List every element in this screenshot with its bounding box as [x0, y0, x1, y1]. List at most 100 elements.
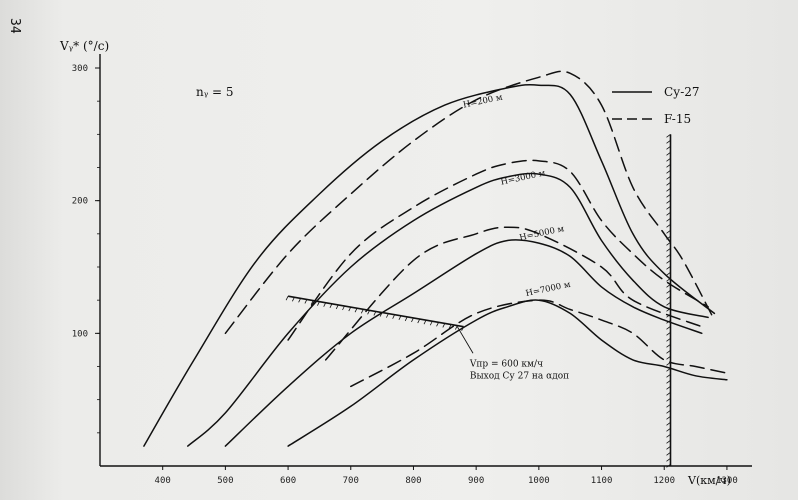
vertical-hatch	[666, 284, 671, 288]
vertical-hatch	[666, 350, 671, 354]
boundary-hatch	[317, 301, 320, 306]
x-tick-label: 1200	[653, 476, 675, 486]
legend-label-0: Су-27	[664, 85, 700, 99]
vertical-hatch	[666, 230, 671, 234]
boundary-hatch	[373, 311, 377, 316]
vertical-hatch	[666, 206, 671, 210]
vertical-hatch	[666, 134, 671, 138]
vertical-hatch	[666, 464, 671, 468]
annotation-text-line: Vпр = 600 км/ч	[469, 360, 543, 370]
series-line-su27-4	[224, 239, 703, 447]
vertical-hatch	[666, 338, 671, 342]
vertical-hatch	[666, 188, 671, 192]
vertical-hatch	[666, 266, 671, 270]
x-tick-label: 700	[343, 476, 359, 486]
vertical-hatch	[666, 368, 671, 372]
boundary-hatch	[423, 319, 427, 325]
y-tick-label: 100	[72, 329, 88, 339]
vertical-hatch	[666, 398, 671, 402]
curve-label-0: H=200 м	[462, 93, 504, 111]
vertical-hatch	[666, 248, 671, 252]
boundary-hatch	[335, 304, 339, 310]
vertical-hatch	[666, 182, 671, 186]
vertical-hatch	[666, 194, 671, 198]
boundary-hatch	[404, 316, 408, 322]
vertical-hatch	[666, 146, 671, 150]
boundary-hatch	[329, 303, 333, 308]
y-axis-label: Vᵧ* (°/c)	[59, 39, 109, 53]
vertical-hatch	[666, 200, 671, 204]
x-tick-label: 400	[155, 476, 171, 486]
vertical-hatch	[666, 308, 671, 312]
annotation-text-line: Выход Су 27 на αдоп	[470, 372, 569, 382]
vertical-hatch	[666, 458, 671, 462]
boundary-hatch	[454, 325, 458, 330]
axes	[99, 54, 752, 467]
legend: Су-27 F-15	[612, 85, 700, 126]
vertical-hatch	[666, 218, 671, 222]
vertical-hatch	[666, 140, 671, 144]
boundary-hatch	[367, 310, 370, 315]
series-line-su27-6	[287, 299, 728, 447]
vertical-hatch	[666, 446, 671, 450]
x-tick-label: 1000	[528, 476, 550, 486]
vertical-hatch	[666, 290, 671, 294]
boundary-hatch	[304, 299, 308, 304]
vertical-hatch	[666, 332, 671, 336]
x-tick-label: 1300	[716, 476, 738, 486]
vertical-hatch	[666, 416, 671, 420]
curve-label-1: H=3000 м	[500, 168, 547, 187]
boundary-hatch	[379, 312, 383, 317]
series-line-f15-7	[350, 299, 728, 388]
vertical-hatch	[666, 326, 671, 330]
boundary-hatch	[392, 314, 396, 319]
boundary-hatch	[342, 305, 345, 311]
vertical-hatch	[666, 224, 671, 228]
vertical-hatch	[666, 158, 671, 162]
boundary-hatch	[429, 321, 433, 326]
series-line-su27-0	[143, 83, 716, 447]
vertical-hatch	[666, 164, 671, 168]
boundary-hatch	[442, 323, 446, 328]
vertical-hatch	[666, 278, 671, 282]
x-tick-label: 600	[280, 476, 296, 486]
vertical-hatch	[666, 356, 671, 360]
boundary-hatch	[398, 315, 402, 320]
boundary-hatch	[291, 297, 295, 302]
x-tick-label: 500	[217, 476, 233, 486]
overlays	[285, 134, 672, 468]
vertical-hatch	[666, 422, 671, 426]
vertical-hatch	[666, 302, 671, 306]
vertical-hatch	[666, 392, 671, 396]
vertical-hatch	[666, 410, 671, 414]
vertical-hatch	[666, 314, 671, 318]
boundary-hatch	[285, 296, 289, 301]
vertical-hatch	[666, 434, 671, 438]
boundary-hatch	[348, 306, 352, 312]
series-line-f15-5	[324, 226, 703, 361]
vertical-hatch	[666, 374, 671, 378]
boundary-hatch	[310, 300, 314, 305]
vertical-hatch	[666, 242, 671, 246]
boundary-hatch	[417, 318, 421, 324]
x-tick-label: 800	[405, 476, 421, 486]
series-line-f15-1	[224, 70, 716, 335]
series-line-f15-3	[287, 159, 709, 341]
vertical-hatch	[666, 362, 671, 366]
y-tick-label: 300	[72, 64, 88, 74]
boundary-hatch	[323, 302, 327, 307]
x-tick-label: 1100	[591, 476, 613, 486]
y-tick-label: 200	[72, 197, 88, 207]
boundary-hatch	[436, 322, 439, 327]
ny-annotation: nᵧ = 5	[196, 85, 234, 99]
vertical-hatch	[666, 152, 671, 156]
vertical-hatch	[666, 428, 671, 432]
curve-label-2: H=5000 м	[519, 224, 566, 243]
series-line-su27-2	[187, 172, 709, 447]
vertical-hatch	[666, 440, 671, 444]
vertical-hatch	[666, 296, 671, 300]
boundary-hatch	[461, 326, 464, 331]
x-tick-label: 900	[468, 476, 484, 486]
